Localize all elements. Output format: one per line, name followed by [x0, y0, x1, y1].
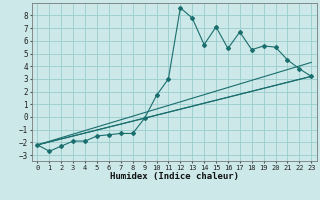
- X-axis label: Humidex (Indice chaleur): Humidex (Indice chaleur): [110, 172, 239, 181]
